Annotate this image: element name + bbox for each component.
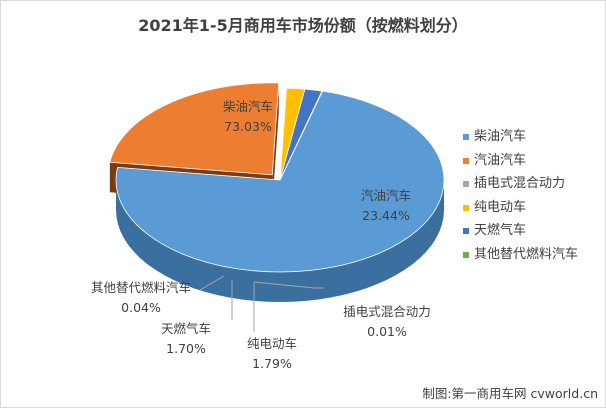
legend-item: 柴油汽车 <box>463 128 605 152</box>
legend-item: 插电式混合动力 <box>463 175 605 199</box>
pie-tops <box>109 82 445 273</box>
slice-value-label-2: 0.01% <box>367 324 407 339</box>
legend-swatch <box>463 181 469 188</box>
slice-name-label-2: 插电式混合动力 <box>343 304 431 319</box>
pie-slice-汽油汽车 <box>109 82 280 176</box>
leader-lines <box>199 275 324 332</box>
legend-label: 天燃气车 <box>474 223 527 239</box>
pie-slice-柴油汽车 <box>115 90 445 273</box>
legend-item: 纯电动车 <box>463 199 605 223</box>
slice-name-label-4: 天燃气车 <box>161 321 211 336</box>
leader-line-2 <box>253 281 324 289</box>
pie-side-0 <box>116 180 444 302</box>
legend-swatch <box>463 204 469 211</box>
data-labels: 柴油汽车 73.03% 汽油汽车 23.44% 插电式混合动力 0.01% 纯电动车 1.79… <box>91 99 431 371</box>
legend-swatch <box>463 228 469 235</box>
slice-value-label-4: 1.70% <box>166 341 206 356</box>
legend-swatch <box>463 251 469 258</box>
legend-label: 汽油汽车 <box>474 152 527 168</box>
pie-wall-1-1 <box>272 82 279 205</box>
slice-value-label-1: 23.44% <box>362 208 410 223</box>
legend-label: 其他替代燃料汽车 <box>474 246 579 262</box>
slice-value-label-0: 73.03% <box>224 119 272 134</box>
legend-item: 汽油汽车 <box>463 152 605 176</box>
leader-line-5 <box>199 275 225 291</box>
legend-label: 纯电动车 <box>474 199 527 215</box>
legend-item: 其他替代燃料汽车 <box>463 246 605 270</box>
slice-name-label-1: 汽油汽车 <box>361 188 411 203</box>
chart-title: 2021年1-5月商用车市场份额（按燃料划分） <box>138 16 468 35</box>
credit-text: 制图:第一商用车网 cvworld.cn <box>422 386 598 401</box>
legend-swatch <box>463 134 469 140</box>
pie-slice-其他替代燃料汽车 <box>279 90 324 181</box>
slice-value-label-3: 1.79% <box>252 356 292 371</box>
legend-label: 插电式混合动力 <box>474 176 566 192</box>
slice-name-label-0: 柴油汽车 <box>223 99 273 114</box>
legend: 柴油汽车汽油汽车插电式混合动力 纯电动车天燃气车其他替代燃料汽车 <box>463 128 605 270</box>
legend-swatch <box>463 157 469 164</box>
legend-label: 柴油汽车 <box>474 129 527 144</box>
slice-value-label-5: 0.04% <box>121 300 161 315</box>
slice-name-label-5: 其他替代燃料汽车 <box>91 280 191 295</box>
slice-name-label-3: 纯电动车 <box>247 336 297 351</box>
legend-item: 天燃气车 <box>463 222 605 246</box>
